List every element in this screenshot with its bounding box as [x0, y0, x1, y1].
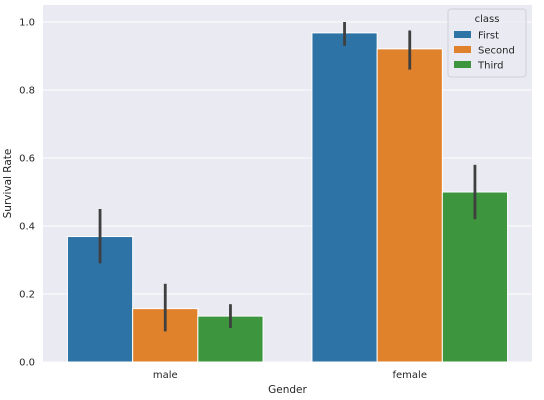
x-tick-label: male [153, 370, 178, 381]
y-tick-label: 0.2 [19, 290, 35, 301]
y-tick-label: 0.6 [19, 154, 35, 165]
y-tick-label: 0.8 [19, 86, 35, 97]
legend-title: class [475, 14, 500, 25]
bar-first-female [311, 32, 378, 363]
legend-swatch-first [454, 31, 471, 38]
y-tick-label: 1.0 [19, 18, 35, 29]
legend-swatch-third [454, 61, 471, 68]
y-axis-label: Survival Rate [2, 149, 14, 219]
y-axis-ticks: 0.0 0.2 0.4 0.6 0.8 1.0 [19, 18, 35, 369]
legend-label-second: Second [478, 46, 515, 57]
x-axis-label: Gender [268, 384, 307, 396]
legend-label-first: First [478, 31, 499, 42]
legend-swatch-second [454, 46, 471, 53]
legend-label-third: Third [477, 61, 504, 72]
bar-second-female [376, 48, 443, 363]
y-tick-label: 0.0 [19, 358, 35, 369]
legend-box [447, 8, 527, 78]
bar-third-female [441, 191, 509, 363]
y-tick-label: 0.4 [19, 222, 35, 233]
error-bars [98, 22, 477, 332]
x-tick-label: female [393, 370, 427, 381]
legend: class First Second Third [447, 8, 527, 78]
legend-items: First Second Third [454, 31, 515, 72]
x-axis-ticks: male female [153, 370, 427, 381]
